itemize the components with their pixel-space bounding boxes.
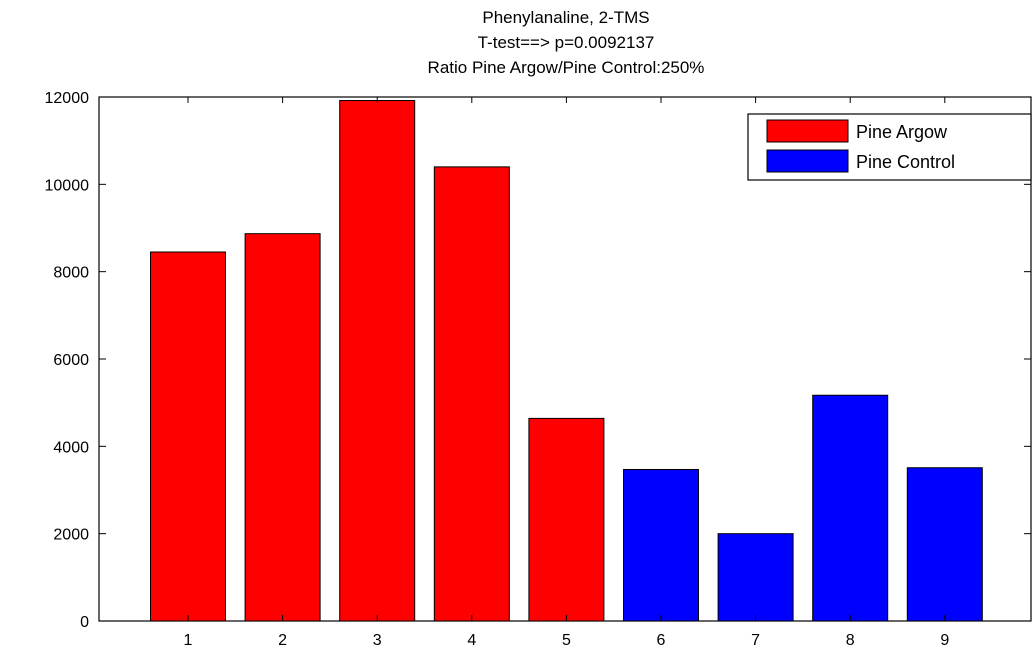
bars bbox=[150, 99, 983, 622]
bar-4 bbox=[433, 166, 510, 622]
title-line-2: T-test==> p=0.0092137 bbox=[478, 33, 655, 52]
legend-swatch-pine-control bbox=[766, 149, 849, 173]
bar-3 bbox=[339, 99, 416, 622]
x-axis: 1 2 3 4 5 6 7 8 9 bbox=[184, 97, 949, 649]
x-tick-label: 1 bbox=[184, 632, 193, 649]
y-tick-label: 0 bbox=[80, 614, 89, 631]
bar-7 bbox=[717, 533, 794, 622]
y-tick-label: 2000 bbox=[53, 527, 89, 544]
bar-5 bbox=[528, 417, 605, 622]
y-axis: 0 2000 4000 6000 8000 10000 12000 bbox=[45, 90, 1031, 631]
x-tick-label: 8 bbox=[846, 632, 855, 649]
y-tick-label: 6000 bbox=[53, 352, 89, 369]
y-tick-label: 12000 bbox=[45, 90, 90, 107]
x-tick-label: 2 bbox=[278, 632, 287, 649]
bar-1 bbox=[150, 251, 226, 622]
legend-swatch-pine-argow bbox=[766, 119, 849, 143]
x-tick-label: 9 bbox=[940, 632, 949, 649]
legend-label-pine-control: Pine Control bbox=[856, 152, 955, 172]
x-tick-label: 5 bbox=[562, 632, 571, 649]
legend-label-pine-argow: Pine Argow bbox=[856, 122, 948, 142]
chart-title: Phenylanaline, 2-TMS T-test==> p=0.00921… bbox=[428, 8, 705, 77]
x-tick-label: 6 bbox=[657, 632, 666, 649]
title-line-3: Ratio Pine Argow/Pine Control:250% bbox=[428, 58, 705, 77]
plot-area: 1 2 3 4 5 6 7 8 9 0 2000 4000 6000 8000 10000 12000 bbox=[45, 90, 1032, 649]
bar-2 bbox=[244, 233, 321, 622]
title-line-1: Phenylanaline, 2-TMS bbox=[482, 8, 649, 27]
x-tick-label: 4 bbox=[467, 632, 476, 649]
y-tick-label: 8000 bbox=[53, 265, 89, 282]
y-tick-label: 4000 bbox=[53, 439, 89, 456]
legend: Pine Argow Pine Control bbox=[747, 113, 1032, 181]
x-tick-label: 3 bbox=[373, 632, 382, 649]
bar-6 bbox=[623, 468, 699, 622]
bar-8 bbox=[812, 394, 889, 622]
bar-9 bbox=[906, 467, 983, 622]
y-tick-label: 10000 bbox=[45, 177, 90, 194]
x-tick-label: 7 bbox=[751, 632, 760, 649]
